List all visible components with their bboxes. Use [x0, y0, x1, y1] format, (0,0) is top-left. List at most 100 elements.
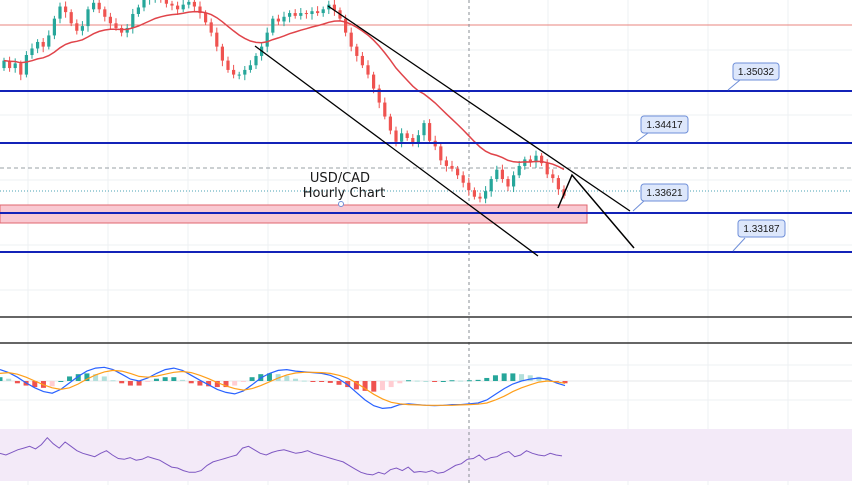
candle-body — [30, 48, 34, 56]
candle-body — [478, 196, 482, 199]
candle-body — [372, 74, 376, 89]
candle-body — [528, 159, 532, 163]
macd-histogram-bar — [327, 381, 333, 383]
macd-histogram-bar — [0, 377, 3, 381]
candle-body — [187, 1, 191, 5]
candle-body — [69, 12, 73, 24]
candle-body — [360, 55, 364, 66]
macd-histogram-bar — [188, 381, 194, 384]
candle-body — [198, 6, 202, 14]
candle-body — [540, 155, 544, 164]
price-label-text: 1.33187 — [743, 224, 780, 235]
macd-histogram-bar — [458, 380, 464, 382]
candle-body — [288, 13, 292, 17]
macd-histogram-bar — [14, 381, 20, 384]
macd-histogram-bar — [319, 381, 325, 382]
price-label-text: 1.34417 — [646, 120, 683, 131]
macd-histogram-bar — [67, 376, 73, 381]
macd-histogram-bar — [492, 375, 498, 381]
candle-body — [506, 179, 510, 187]
text-anchor-handle[interactable] — [338, 201, 344, 207]
macd-histogram-bar — [266, 373, 272, 381]
macd-histogram-bar — [440, 381, 446, 382]
candle-body — [551, 174, 555, 179]
macd-histogram-bar — [301, 380, 307, 382]
channel-lower-trendline[interactable] — [254, 45, 539, 257]
moving-average-line — [3, 10, 565, 171]
candle-body — [215, 32, 219, 47]
macd-histogram-bar — [466, 380, 472, 382]
candle-body — [349, 32, 353, 47]
candle-body — [472, 190, 476, 197]
macd-histogram-bar — [197, 381, 203, 386]
macd-histogram-bar — [397, 381, 403, 384]
candle-body — [125, 27, 129, 33]
macd-histogram-bar — [293, 378, 299, 381]
candle-body — [321, 9, 325, 14]
candle-body — [248, 65, 252, 70]
macd-histogram-bar — [388, 381, 394, 388]
candle-body — [293, 13, 297, 16]
candle-body — [310, 11, 314, 14]
macd-histogram-bar — [240, 381, 246, 382]
candle-body — [383, 102, 387, 117]
candle-body — [271, 18, 275, 33]
macd-histogram-bar — [119, 381, 125, 384]
candle-body — [97, 2, 101, 10]
candle-body — [226, 60, 230, 70]
candle-body — [366, 65, 370, 75]
price-label-1.35032[interactable]: 1.35032 — [727, 62, 780, 91]
macd-histogram-bar — [93, 374, 99, 381]
macd-histogram-bar — [75, 374, 81, 381]
candle-body — [36, 41, 40, 49]
channel-upper-trendline[interactable] — [327, 5, 631, 212]
price-label-1.33187[interactable]: 1.33187 — [732, 219, 786, 252]
candle-body — [388, 116, 392, 131]
candle-body — [243, 69, 247, 75]
macd-histogram-bar — [84, 373, 90, 381]
candle-body — [534, 155, 538, 163]
candle-body — [114, 23, 118, 28]
price-label-1.33621[interactable]: 1.33621 — [632, 183, 689, 212]
macd-histogram-bar — [180, 379, 186, 381]
macd-histogram-bar — [110, 380, 116, 382]
macd-histogram-bar — [345, 381, 351, 388]
chart-title: USD/CAD — [310, 171, 370, 186]
candle-body — [500, 169, 504, 180]
projected-path-arrow[interactable] — [557, 173, 635, 249]
candle-body — [484, 191, 488, 199]
macd-histogram-bar — [423, 381, 429, 382]
macd-line — [0, 366, 566, 410]
candle-body — [276, 18, 280, 22]
macd-histogram-bar — [432, 381, 438, 382]
macd-histogram-bar — [284, 375, 290, 381]
candle-body — [164, 0, 168, 4]
candle-body — [523, 159, 527, 166]
candle-body — [428, 123, 432, 141]
macd-histogram-bar — [536, 376, 542, 381]
macd-histogram-bar — [49, 381, 55, 387]
candle-body — [556, 178, 560, 190]
candle-body — [131, 13, 135, 28]
candle-body — [265, 32, 269, 47]
candle-body — [400, 133, 404, 142]
macd-histogram-bar — [232, 381, 238, 386]
candle-body — [80, 26, 84, 31]
candle-body — [24, 55, 28, 75]
candle-body — [181, 4, 185, 10]
macd-histogram-bar — [371, 381, 377, 392]
candle-body — [52, 18, 56, 36]
macd-histogram-bar — [153, 378, 159, 381]
candle-body — [204, 13, 208, 23]
rsi-band — [0, 429, 852, 481]
macd-histogram-bar — [484, 377, 490, 381]
macd-histogram-bar — [562, 381, 568, 384]
candle-body — [232, 69, 236, 75]
macd-histogram-bar — [127, 381, 133, 386]
candle-body — [282, 16, 286, 22]
candle-body — [439, 146, 443, 161]
price-label-1.34417[interactable]: 1.34417 — [635, 115, 689, 143]
rsi-line — [0, 436, 563, 476]
candle-body — [545, 163, 549, 175]
